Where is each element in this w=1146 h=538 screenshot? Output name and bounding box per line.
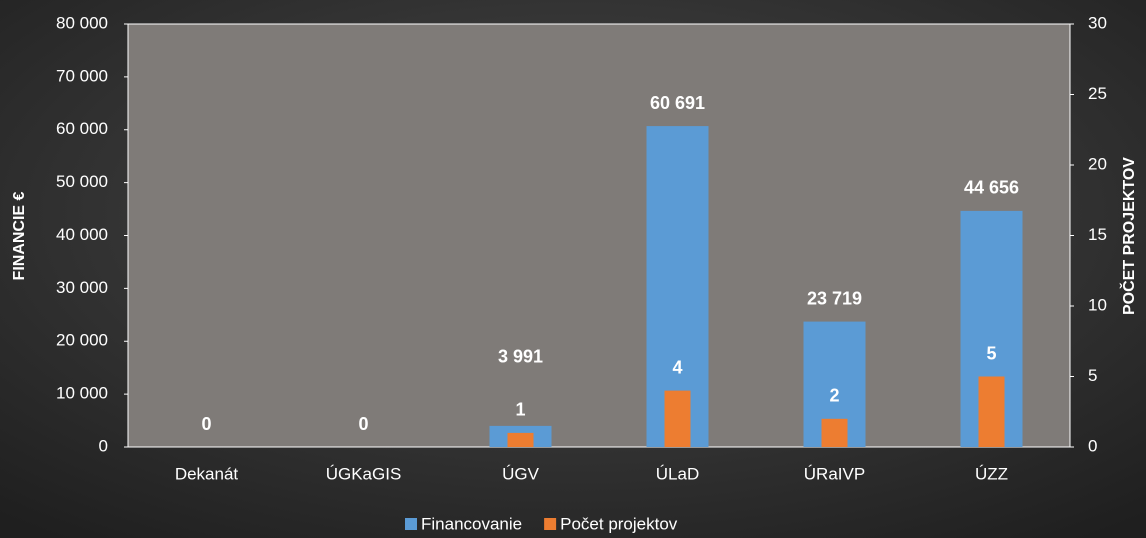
x-tick-label: ÚGKaGIS [326,464,402,483]
value-label: 44 656 [964,178,1019,198]
bar [507,432,534,447]
y-tick-label: 60 000 [56,119,108,138]
bar [821,418,848,447]
value-label: 2 [829,386,839,406]
y2-tick-label: 0 [1088,436,1097,455]
y-tick-label: 40 000 [56,225,108,244]
y2-tick-label: 5 [1088,366,1097,385]
x-tick-label: ÚZZ [975,464,1008,483]
y-tick-label: 10 000 [56,384,108,403]
value-label: 0 [201,414,211,434]
y2-tick-label: 30 [1088,13,1107,32]
y2-tick-label: 25 [1088,84,1107,103]
x-tick-label: ÚLaD [656,464,699,483]
legend-label: Počet projektov [560,514,678,533]
bar [664,390,691,447]
value-label: 4 [672,357,682,377]
x-tick-label: Dekanát [175,464,239,483]
x-tick-label: ÚRaIVP [804,464,865,483]
y-tick-label: 80 000 [56,13,108,32]
y-tick-label: 20 000 [56,331,108,350]
y-tick-label: 50 000 [56,172,108,191]
value-label: 23 719 [807,288,862,308]
x-tick-label: ÚGV [502,464,540,483]
value-label: 1 [515,400,525,420]
legend-label: Financovanie [421,514,522,533]
y-axis-label: FINANCIE € [11,191,28,280]
value-label: 60 691 [650,93,705,113]
y2-tick-label: 20 [1088,154,1107,173]
y2-tick-label: 15 [1088,225,1107,244]
legend-swatch [544,518,557,530]
y2-axis-label: POČET PROJEKTOV [1119,157,1138,315]
value-label: 3 991 [498,347,543,367]
y-tick-label: 0 [99,436,108,455]
y2-tick-label: 10 [1088,295,1107,314]
bar [978,376,1005,447]
plot-area [127,23,1071,448]
legend-swatch [405,518,417,530]
y-tick-label: 30 000 [56,278,108,297]
y-tick-label: 70 000 [56,66,108,85]
value-label: 0 [358,414,368,434]
value-label: 5 [986,343,996,363]
